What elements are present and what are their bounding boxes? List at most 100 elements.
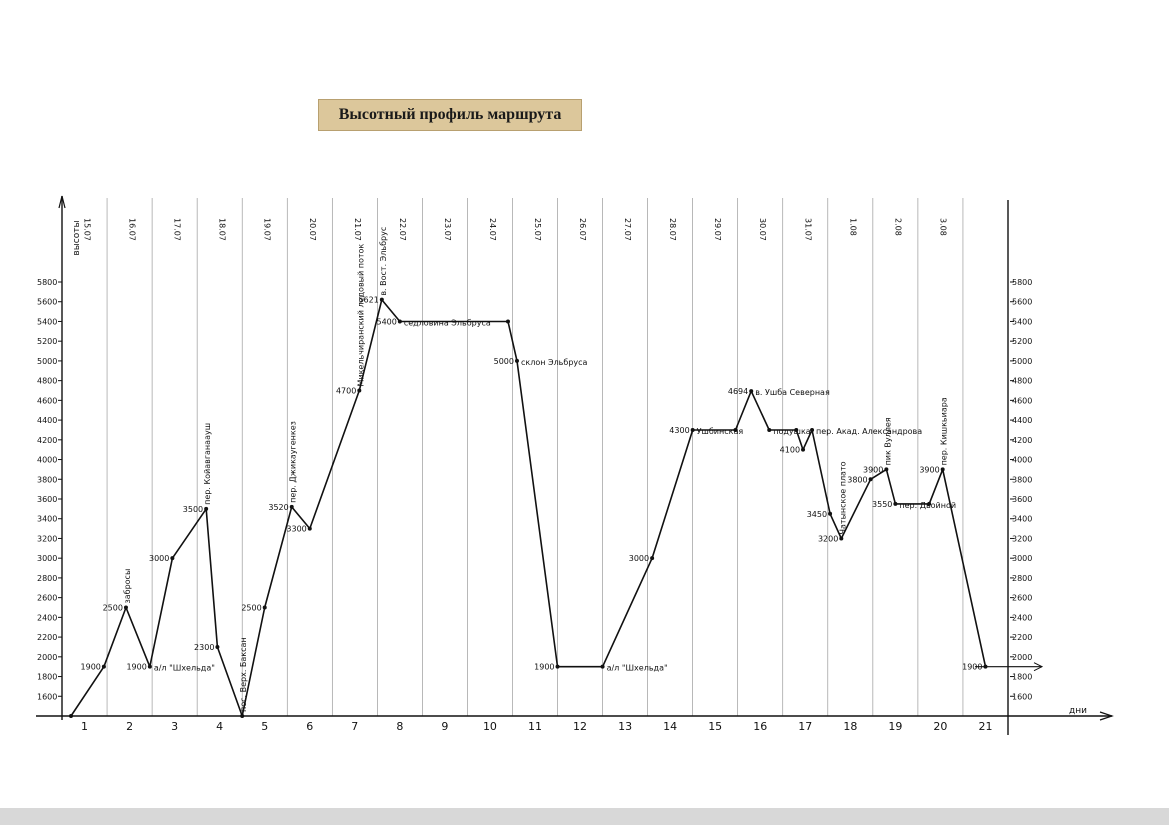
data-point (514, 358, 519, 363)
point-annotation: забросы (123, 569, 132, 604)
point-annotation: а/л "Шхельда" (154, 664, 215, 673)
data-point (940, 467, 945, 472)
altitude-label: 3200 (818, 534, 838, 543)
data-point (262, 605, 267, 610)
date-label: 19.07 (263, 218, 272, 241)
y-tick-label-right: 4000 (1012, 456, 1032, 465)
y-tick-label: 5400 (37, 317, 57, 326)
y-tick-label-right: 1800 (1012, 673, 1032, 682)
data-point (650, 556, 655, 561)
point-annotation: Чатынское плато (838, 461, 847, 534)
y-tick-label: 2800 (37, 574, 57, 583)
y-tick-label-right: 5200 (1012, 337, 1032, 346)
y-tick-labels: 1600 1800 2000 2200 2400 2600 2800 3000 3200 3400… (37, 278, 1032, 701)
altitude-label: 2500 (103, 604, 123, 613)
y-tick-label: 3800 (37, 475, 57, 484)
y-tick-label-right: 3200 (1012, 534, 1032, 543)
data-point (983, 664, 988, 669)
day-label: 5 (261, 720, 268, 733)
date-label: 27.07 (623, 218, 632, 241)
data-point (839, 536, 844, 541)
y-tick-label-right: 4800 (1012, 377, 1032, 386)
date-label: 31.07 (803, 218, 812, 241)
data-point (884, 467, 889, 472)
data-point (147, 664, 152, 669)
y-tick-label-right: 4200 (1012, 436, 1032, 445)
y-tick-label: 2600 (37, 594, 57, 603)
date-label: 3.08 (938, 218, 947, 236)
point-annotation: пос. Верх. Баксан (239, 637, 248, 712)
date-label: 2.08 (893, 218, 902, 236)
altitude-label: 3450 (807, 510, 827, 519)
y-tick-label: 4000 (37, 456, 57, 465)
altitude-label: 3800 (847, 475, 867, 484)
y-tick-label: 3400 (37, 515, 57, 524)
data-points: 1900 2500 1900 3000 3500 2300 2500 3520 3300 4700… (69, 296, 988, 718)
altitude-label: 3300 (286, 525, 306, 534)
altitude-label: 2300 (194, 643, 214, 652)
day-label: 13 (618, 720, 632, 733)
y-tick-label-right: 5000 (1012, 357, 1032, 366)
date-label: 26.07 (578, 218, 587, 241)
data-point (600, 664, 605, 669)
y-tick-label-right: 4600 (1012, 396, 1032, 405)
y-tick-label-right: 2800 (1012, 574, 1032, 583)
data-point (69, 714, 74, 718)
data-point (240, 714, 245, 718)
data-point (123, 605, 128, 610)
right-axis-arrow (1033, 662, 1044, 672)
day-label: 16 (753, 720, 767, 733)
y-tick-label: 3600 (37, 495, 57, 504)
altitude-label: 3550 (872, 500, 892, 509)
altitude-label: 3520 (268, 503, 288, 512)
y-tick-label: 2000 (37, 653, 57, 662)
y-tick-label: 4600 (37, 396, 57, 405)
y-tick-label-right: 2400 (1012, 613, 1032, 622)
day-label: 6 (306, 720, 313, 733)
data-point (215, 644, 220, 649)
date-label: 24.07 (488, 218, 497, 241)
y-tick-label: 4800 (37, 377, 57, 386)
point-annotation: Ушбинская (697, 427, 744, 436)
scan-edge (0, 808, 1169, 825)
altitude-label: 4100 (780, 446, 800, 455)
data-point (170, 556, 175, 561)
y-tick-label: 2200 (37, 633, 57, 642)
x-axis-arrow (1099, 711, 1114, 721)
date-label: 20.07 (308, 218, 317, 241)
y-tick-label: 4200 (37, 436, 57, 445)
date-label: 25.07 (533, 218, 542, 241)
day-label: 1 (81, 720, 88, 733)
data-point (794, 427, 799, 432)
point-annotation: пер. Двойной (899, 501, 956, 510)
point-annotation: склон Эльбруса (521, 358, 588, 367)
day-label: 4 (216, 720, 223, 733)
point-annotation: подушка (773, 427, 811, 436)
altitude-label: 5000 (494, 357, 514, 366)
day-label: 9 (441, 720, 448, 733)
altitude-label: 4694 (728, 387, 748, 396)
date-label: 18.07 (218, 218, 227, 241)
altitude-label: 3000 (149, 554, 169, 563)
day-label: 14 (663, 720, 677, 733)
data-point (733, 427, 738, 432)
point-annotation: пер. Джикаугенкез (289, 421, 298, 503)
y-tick-label: 5200 (37, 337, 57, 346)
y-tick-label: 1800 (37, 673, 57, 682)
data-point (868, 477, 873, 482)
day-labels: 1 2 3 4 5 6 7 8 9 10 11 12 13 14 15 16 17 18 19 20 21 (81, 720, 992, 733)
annotations: забросы а/л "Шхельда" пер. Койавганаауш пос… (123, 227, 956, 712)
data-point (379, 297, 384, 302)
point-annotation: в. Вост. Эльбрус (379, 227, 388, 296)
date-label: 30.07 (758, 218, 767, 241)
y-tick-label: 3200 (37, 534, 57, 543)
altitude-label: 3500 (183, 505, 203, 514)
altitude-label: 5621 (358, 296, 378, 305)
point-annotation: в. Ушба Северная (755, 388, 830, 397)
data-point (690, 427, 695, 432)
y-tick-label: 2400 (37, 613, 57, 622)
day-label: 18 (843, 720, 857, 733)
profile-line (70, 298, 987, 717)
data-point (555, 664, 560, 669)
